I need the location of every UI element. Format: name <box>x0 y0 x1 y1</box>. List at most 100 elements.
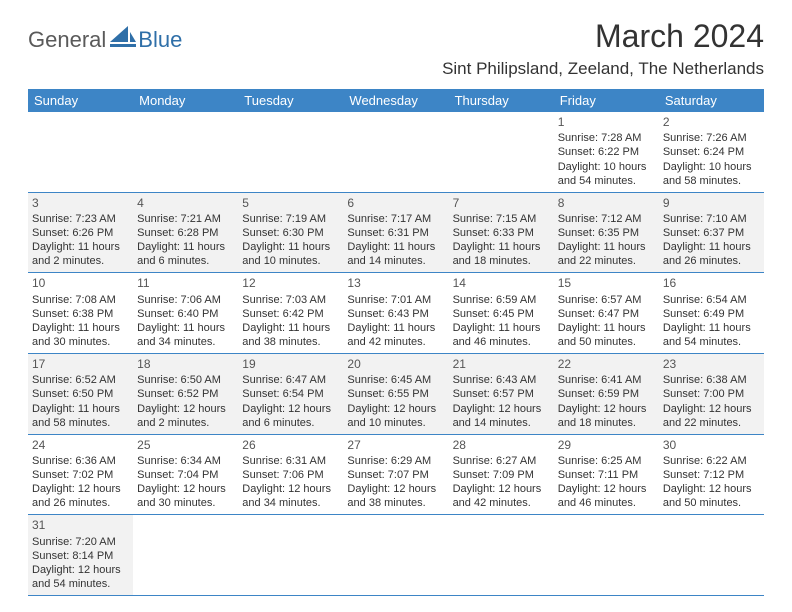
daylight2-text: and 46 minutes. <box>453 335 550 349</box>
weekday-header: Saturday <box>659 89 764 112</box>
sunset-text: Sunset: 6:22 PM <box>558 145 655 159</box>
daylight1-text: Daylight: 12 hours <box>32 563 129 577</box>
daylight1-text: Daylight: 11 hours <box>32 240 129 254</box>
sunrise-text: Sunrise: 6:43 AM <box>453 373 550 387</box>
sunset-text: Sunset: 6:31 PM <box>347 226 444 240</box>
sunset-text: Sunset: 6:47 PM <box>558 307 655 321</box>
week-row: 17Sunrise: 6:52 AMSunset: 6:50 PMDayligh… <box>28 354 764 435</box>
daylight2-text: and 54 minutes. <box>32 577 129 591</box>
day-number: 1 <box>558 115 655 130</box>
week-row: 31Sunrise: 7:20 AMSunset: 8:14 PMDayligh… <box>28 515 764 596</box>
daylight2-text: and 34 minutes. <box>242 496 339 510</box>
day-cell: 31Sunrise: 7:20 AMSunset: 8:14 PMDayligh… <box>28 515 133 596</box>
day-cell: 30Sunrise: 6:22 AMSunset: 7:12 PMDayligh… <box>659 434 764 515</box>
daylight1-text: Daylight: 12 hours <box>558 402 655 416</box>
day-number: 27 <box>347 438 444 453</box>
daylight2-text: and 54 minutes. <box>558 174 655 188</box>
daylight2-text: and 50 minutes. <box>558 335 655 349</box>
sunset-text: Sunset: 6:52 PM <box>137 387 234 401</box>
calendar-table: Sunday Monday Tuesday Wednesday Thursday… <box>28 89 764 596</box>
logo-text-general: General <box>28 27 106 53</box>
sail-icon <box>110 26 136 53</box>
day-cell: 17Sunrise: 6:52 AMSunset: 6:50 PMDayligh… <box>28 354 133 435</box>
daylight1-text: Daylight: 10 hours <box>663 160 760 174</box>
logo-text-blue: Blue <box>138 27 182 53</box>
daylight1-text: Daylight: 11 hours <box>137 240 234 254</box>
daylight1-text: Daylight: 11 hours <box>558 321 655 335</box>
day-cell: 19Sunrise: 6:47 AMSunset: 6:54 PMDayligh… <box>238 354 343 435</box>
day-number: 8 <box>558 196 655 211</box>
day-cell <box>343 112 448 192</box>
day-number: 7 <box>453 196 550 211</box>
daylight2-text: and 50 minutes. <box>663 496 760 510</box>
sunset-text: Sunset: 6:59 PM <box>558 387 655 401</box>
sunset-text: Sunset: 6:43 PM <box>347 307 444 321</box>
sunset-text: Sunset: 6:57 PM <box>453 387 550 401</box>
day-number: 19 <box>242 357 339 372</box>
day-cell: 21Sunrise: 6:43 AMSunset: 6:57 PMDayligh… <box>449 354 554 435</box>
sunset-text: Sunset: 7:07 PM <box>347 468 444 482</box>
sunset-text: Sunset: 6:24 PM <box>663 145 760 159</box>
daylight2-text: and 18 minutes. <box>558 416 655 430</box>
day-cell: 27Sunrise: 6:29 AMSunset: 7:07 PMDayligh… <box>343 434 448 515</box>
daylight1-text: Daylight: 11 hours <box>347 240 444 254</box>
sunset-text: Sunset: 6:45 PM <box>453 307 550 321</box>
sunrise-text: Sunrise: 6:27 AM <box>453 454 550 468</box>
sunset-text: Sunset: 6:49 PM <box>663 307 760 321</box>
weekday-header: Wednesday <box>343 89 448 112</box>
logo: General Blue <box>28 26 182 53</box>
sunset-text: Sunset: 6:26 PM <box>32 226 129 240</box>
daylight2-text: and 22 minutes. <box>558 254 655 268</box>
daylight2-text: and 14 minutes. <box>347 254 444 268</box>
day-cell: 22Sunrise: 6:41 AMSunset: 6:59 PMDayligh… <box>554 354 659 435</box>
sunrise-text: Sunrise: 7:17 AM <box>347 212 444 226</box>
daylight2-text: and 14 minutes. <box>453 416 550 430</box>
sunset-text: Sunset: 7:06 PM <box>242 468 339 482</box>
sunset-text: Sunset: 6:28 PM <box>137 226 234 240</box>
day-number: 21 <box>453 357 550 372</box>
sunset-text: Sunset: 8:14 PM <box>32 549 129 563</box>
daylight1-text: Daylight: 12 hours <box>137 482 234 496</box>
day-number: 29 <box>558 438 655 453</box>
sunset-text: Sunset: 7:12 PM <box>663 468 760 482</box>
daylight1-text: Daylight: 12 hours <box>663 482 760 496</box>
weekday-header-row: Sunday Monday Tuesday Wednesday Thursday… <box>28 89 764 112</box>
daylight2-text: and 26 minutes. <box>32 496 129 510</box>
daylight2-text: and 58 minutes. <box>32 416 129 430</box>
sunrise-text: Sunrise: 7:08 AM <box>32 293 129 307</box>
daylight1-text: Daylight: 11 hours <box>137 321 234 335</box>
daylight2-text: and 38 minutes. <box>347 496 444 510</box>
day-number: 11 <box>137 276 234 291</box>
day-number: 3 <box>32 196 129 211</box>
day-number: 15 <box>558 276 655 291</box>
day-cell <box>238 112 343 192</box>
day-cell <box>133 515 238 596</box>
daylight2-text: and 18 minutes. <box>453 254 550 268</box>
daylight1-text: Daylight: 12 hours <box>453 402 550 416</box>
sunrise-text: Sunrise: 6:57 AM <box>558 293 655 307</box>
sunset-text: Sunset: 7:00 PM <box>663 387 760 401</box>
week-row: 1Sunrise: 7:28 AMSunset: 6:22 PMDaylight… <box>28 112 764 192</box>
day-number: 22 <box>558 357 655 372</box>
daylight1-text: Daylight: 12 hours <box>32 482 129 496</box>
day-number: 18 <box>137 357 234 372</box>
day-cell: 7Sunrise: 7:15 AMSunset: 6:33 PMDaylight… <box>449 192 554 273</box>
daylight2-text: and 42 minutes. <box>453 496 550 510</box>
daylight1-text: Daylight: 12 hours <box>453 482 550 496</box>
sunrise-text: Sunrise: 6:29 AM <box>347 454 444 468</box>
week-row: 10Sunrise: 7:08 AMSunset: 6:38 PMDayligh… <box>28 273 764 354</box>
day-number: 28 <box>453 438 550 453</box>
day-cell <box>449 515 554 596</box>
daylight1-text: Daylight: 12 hours <box>347 402 444 416</box>
week-row: 3Sunrise: 7:23 AMSunset: 6:26 PMDaylight… <box>28 192 764 273</box>
daylight2-text: and 22 minutes. <box>663 416 760 430</box>
daylight2-text: and 34 minutes. <box>137 335 234 349</box>
daylight1-text: Daylight: 12 hours <box>242 402 339 416</box>
day-cell: 18Sunrise: 6:50 AMSunset: 6:52 PMDayligh… <box>133 354 238 435</box>
day-number: 6 <box>347 196 444 211</box>
daylight2-text: and 10 minutes. <box>347 416 444 430</box>
day-cell: 16Sunrise: 6:54 AMSunset: 6:49 PMDayligh… <box>659 273 764 354</box>
sunset-text: Sunset: 6:35 PM <box>558 226 655 240</box>
day-number: 26 <box>242 438 339 453</box>
day-cell <box>343 515 448 596</box>
